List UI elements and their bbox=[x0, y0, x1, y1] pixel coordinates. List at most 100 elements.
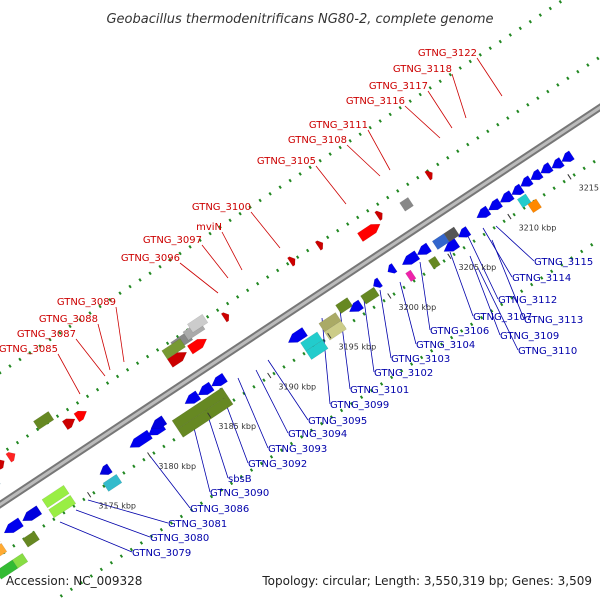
gene-feature-29 bbox=[12, 552, 29, 569]
gene-label-reverse-16: GTNG_3093 bbox=[268, 444, 327, 455]
leader-line-forward-3 bbox=[427, 90, 453, 129]
gene-feature-60 bbox=[487, 197, 504, 211]
kbp-ticks: 3175 kbp 3180 kbp 3185 kbp 3190 kbp 3195 kbp… bbox=[87, 174, 600, 511]
gene-feature-52 bbox=[416, 242, 432, 256]
leader-line-forward-8 bbox=[250, 211, 281, 249]
gene-feature-62 bbox=[511, 183, 525, 196]
gene-labels: GTNG_3122 GTNG_3118 GTNG_3117 GTNG_3116 GTNG… bbox=[0, 48, 593, 559]
gene-feature-16 bbox=[287, 256, 296, 267]
leader-line-reverse-7 bbox=[419, 261, 431, 331]
gene-label-forward-11: GTNG_3096 bbox=[121, 253, 180, 264]
gene-feature-48 bbox=[360, 286, 380, 305]
tick-label-8: 3210 kbp bbox=[519, 223, 557, 232]
gene-feature-2 bbox=[0, 459, 5, 470]
gene-feature-27 bbox=[48, 494, 77, 519]
leader-line-reverse-20 bbox=[149, 455, 191, 509]
leader-line-reverse-13 bbox=[321, 317, 331, 405]
gene-label-forward-1: GTNG_3122 bbox=[418, 48, 477, 59]
leader-line-reverse-9 bbox=[399, 281, 417, 345]
tick-mark-6 bbox=[387, 293, 392, 299]
leader-line-reverse-5 bbox=[449, 251, 474, 317]
leader-line-forward-1 bbox=[476, 57, 503, 97]
gene-label-reverse-15: GTNG_3094 bbox=[288, 429, 347, 440]
tick-label-7: 3205 kbp bbox=[459, 263, 497, 272]
gene-feature-54 bbox=[427, 255, 441, 270]
leader-line-reverse-8 bbox=[477, 267, 519, 351]
leader-line-forward-10 bbox=[201, 244, 229, 279]
gene-feature-49 bbox=[372, 277, 384, 289]
gene-feature-51 bbox=[401, 250, 421, 265]
label-leader-lines bbox=[57, 57, 535, 553]
gene-label-reverse-2: GTNG_3114 bbox=[512, 273, 571, 284]
tick-mark-5 bbox=[327, 332, 332, 339]
tick-label-1: 3175 kbp bbox=[98, 502, 136, 511]
gene-features bbox=[0, 150, 575, 580]
leader-line-reverse-1 bbox=[495, 225, 535, 262]
gene-feature-59 bbox=[476, 205, 492, 219]
gene-feature-33 bbox=[129, 429, 153, 448]
tick-label-5: 3195 kbp bbox=[338, 343, 376, 352]
gene-label-reverse-19: GTNG_3090 bbox=[210, 488, 269, 499]
gene-label-forward-2: GTNG_3118 bbox=[393, 64, 452, 75]
leader-line-reverse-11 bbox=[363, 299, 375, 373]
leader-line-reverse-16 bbox=[237, 377, 269, 449]
gene-label-reverse-11: GTNG_3102 bbox=[374, 368, 433, 379]
gene-feature-36 bbox=[177, 395, 234, 438]
tick-mark-7 bbox=[447, 253, 452, 260]
gene-feature-58 bbox=[457, 226, 472, 238]
leader-line-reverse-22 bbox=[75, 509, 151, 538]
gene-feature-61 bbox=[499, 190, 515, 203]
leader-line-forward-13 bbox=[97, 323, 111, 371]
gene-label-reverse-23: GTNG_3079 bbox=[132, 548, 191, 559]
gene-label-reverse-10: GTNG_3103 bbox=[391, 354, 450, 365]
gene-feature-41 bbox=[287, 327, 309, 343]
gene-feature-50 bbox=[387, 262, 398, 274]
gene-feature-23 bbox=[0, 542, 8, 557]
gene-feature-38 bbox=[184, 390, 202, 405]
leader-line-reverse-6 bbox=[469, 255, 501, 336]
leader-line-reverse-21 bbox=[87, 499, 169, 524]
gene-label-reverse-21: GTNG_3081 bbox=[168, 519, 227, 530]
gene-feature-24 bbox=[3, 517, 24, 534]
gene-label-reverse-3: GTNG_3112 bbox=[498, 295, 557, 306]
gene-feature-26 bbox=[41, 484, 70, 509]
tick-label-6: 3200 kbp bbox=[399, 303, 437, 312]
leader-line-reverse-14 bbox=[267, 359, 309, 421]
leader-line-reverse-4 bbox=[491, 239, 525, 320]
gene-feature-14 bbox=[161, 338, 186, 360]
leader-line-forward-12 bbox=[115, 306, 125, 363]
gene-feature-6 bbox=[61, 418, 76, 431]
gene-label-reverse-7: GTNG_3106 bbox=[430, 326, 489, 337]
gene-label-reverse-4: GTNG_3113 bbox=[524, 315, 583, 326]
leader-line-forward-15 bbox=[57, 353, 81, 395]
tick-mark-1 bbox=[87, 491, 92, 498]
gene-label-forward-7: GTNG_3105 bbox=[257, 156, 316, 167]
leader-line-reverse-23 bbox=[59, 521, 133, 553]
gene-label-reverse-1: GTNG_3115 bbox=[534, 257, 593, 268]
tick-label-9: 3215 kbp bbox=[579, 184, 600, 193]
gene-feature-43 bbox=[305, 339, 329, 360]
gene-label-forward-13: GTNG_3088 bbox=[39, 314, 98, 325]
gene-feature-15 bbox=[220, 312, 230, 323]
gene-feature-31 bbox=[99, 463, 113, 475]
gene-feature-19 bbox=[374, 210, 383, 221]
gene-feature-3 bbox=[5, 451, 16, 463]
gene-feature-20 bbox=[399, 197, 414, 212]
gene-label-reverse-17: GTNG_3092 bbox=[248, 459, 307, 470]
gene-feature-13 bbox=[186, 313, 209, 333]
leader-line-reverse-19 bbox=[191, 419, 211, 493]
gene-feature-30 bbox=[22, 530, 40, 548]
gene-label-reverse-20: GTNG_3086 bbox=[190, 504, 249, 515]
gene-label-forward-6: GTNG_3108 bbox=[288, 135, 347, 146]
accession-text: Accession: NC_009328 bbox=[6, 574, 142, 588]
dotted-guide-1 bbox=[0, 0, 566, 375]
gene-feature-45 bbox=[323, 320, 347, 341]
gene-label-forward-5: GTNG_3111 bbox=[309, 120, 368, 131]
gene-label-reverse-8: GTNG_3110 bbox=[518, 346, 577, 357]
gene-label-forward-9: mviN bbox=[196, 222, 222, 233]
leader-line-reverse-3 bbox=[465, 231, 499, 300]
gene-feature-37 bbox=[150, 415, 168, 429]
leader-line-reverse-15 bbox=[255, 369, 289, 434]
backbone-core bbox=[0, 105, 600, 507]
